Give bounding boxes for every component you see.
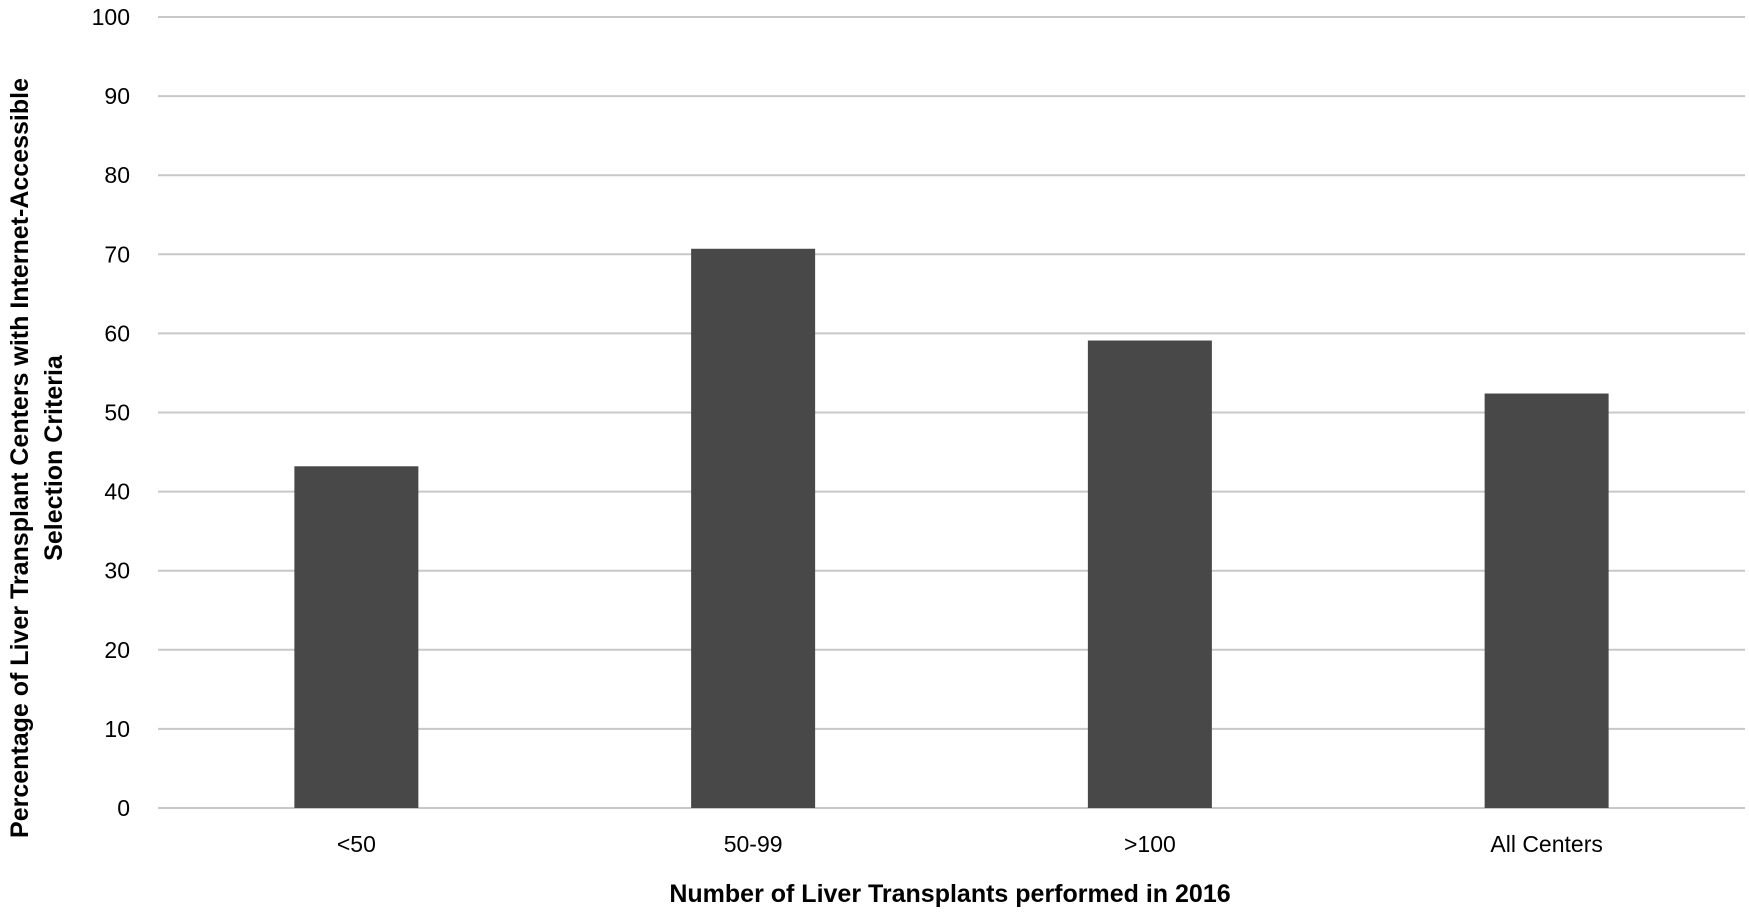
x-tick-label: All Centers [1490,831,1602,857]
y-tick-label: 100 [92,4,130,30]
y-tick-label: 30 [104,558,130,584]
bars [294,248,1609,808]
x-tick-label: <50 [337,831,376,857]
y-tick-labels: 0 10 20 30 40 50 60 70 80 90 100 [92,4,130,821]
y-axis-title-line-2: Selection Criteria [40,354,68,561]
y-tick-label: 40 [104,479,130,505]
y-axis-title-line-1: Percentage of Liver Transplant Centers w… [6,78,34,838]
x-tick-label: 50-99 [724,831,783,857]
y-tick-label: 50 [104,400,130,426]
x-tick-label: >100 [1124,831,1176,857]
y-tick-label: 60 [104,320,130,346]
bar-1 [294,466,419,808]
bar-3 [1087,340,1212,808]
y-tick-label: 90 [104,83,130,109]
bar-4 [1484,393,1609,808]
y-tick-label: 0 [117,795,130,821]
bar-2 [691,248,816,808]
y-tick-label: 70 [104,241,130,267]
gridlines [158,16,1745,809]
x-axis-title: Number of Liver Transplants performed in… [669,880,1230,908]
y-axis-title: Percentage of Liver Transplant Centers w… [6,78,68,838]
y-tick-label: 20 [104,637,130,663]
y-tick-label: 10 [104,716,130,742]
y-tick-label: 80 [104,162,130,188]
x-tick-labels: <50 50-99 >100 All Centers [337,831,1603,857]
